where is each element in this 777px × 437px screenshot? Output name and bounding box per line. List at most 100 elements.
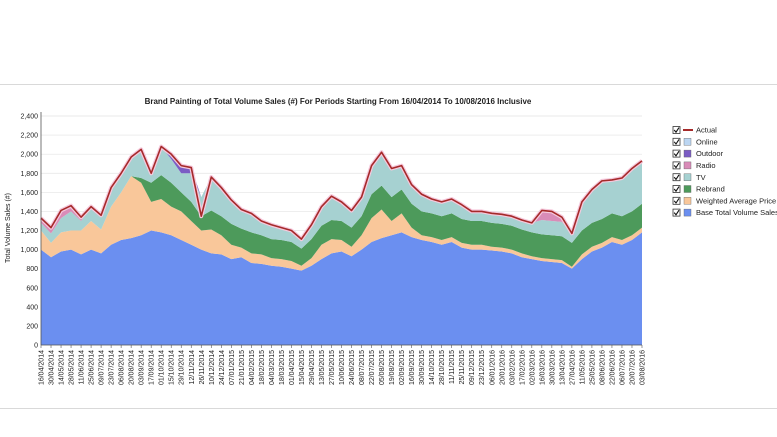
y-tick-label: 1,600 [20,190,38,197]
legend-item-weighted-average-price[interactable]: Weighted Average Price [672,196,776,205]
x-tick-label: 20/01/2016 [499,350,506,385]
x-tick-label: 03/08/2016 [640,350,647,385]
checkmark-icon [673,209,680,216]
y-axis-ticks: 0 200 400 600 800 1,000 1,200 1,400 1,600 1,800 2,… [20,114,38,350]
x-tick-label: 14/05/2014 [59,350,66,385]
legend-checkbox[interactable] [672,126,681,134]
y-tick-label: 1,400 [20,209,38,216]
x-tick-label: 30/04/2014 [49,350,56,385]
y-tick-label: 600 [26,285,38,292]
x-tick-label: 08/06/2016 [599,350,606,385]
legend-item-tv[interactable]: TV [672,173,706,182]
legend-swatch [683,138,692,146]
checkmark-icon [673,162,680,169]
legend-checkbox[interactable] [672,161,681,170]
y-tick-label: 2,200 [20,133,38,140]
y-axis-label: Total Volume Sales (#) [5,193,12,263]
x-tick-label: 01/10/2014 [159,350,166,385]
x-tick-label: 27/04/2016 [569,350,576,385]
x-tick-label: 14/10/2015 [429,350,436,385]
x-tick-label: 29/04/2015 [309,350,316,385]
x-tick-label: 07/01/2015 [229,350,236,385]
actual-line [40,145,643,240]
legend-checkbox[interactable] [672,196,681,205]
x-tick-label: 08/07/2015 [359,350,366,385]
actual-series-line [39,144,644,242]
x-tick-label: 10/12/2014 [209,350,216,385]
x-tick-label: 01/04/2015 [289,350,296,385]
x-tick-label: 03/09/2014 [139,350,146,385]
x-tick-label: 11/05/2016 [579,350,586,385]
checkmark-icon [673,198,680,204]
x-tick-label: 16/04/2014 [39,350,46,385]
x-tick-label: 22/06/2016 [609,350,616,385]
x-tick-label: 24/06/2015 [349,350,356,385]
axes [40,112,642,346]
checkmark-icon [673,186,680,193]
legend-label: TV [696,173,706,182]
x-axis-ticks: 16/04/2014 30/04/2014 14/05/2014 28/05/2014… [39,345,647,385]
legend-label: Outdoor [696,149,724,158]
y-tick-label: 1,000 [20,247,38,254]
x-tick-label: 13/04/2016 [559,350,566,385]
x-tick-label: 15/10/2014 [169,350,176,385]
x-tick-label: 30/03/2016 [549,350,556,385]
x-tick-label: 25/06/2014 [89,350,96,385]
x-tick-label: 23/12/2015 [479,350,486,385]
legend-label: Online [696,137,718,146]
y-tick-label: 800 [26,266,38,273]
x-tick-label: 20/07/2016 [629,350,636,385]
legend-item-base-total-volume-sales[interactable]: Base Total Volume Sales [672,208,777,217]
legend-item-radio[interactable]: Radio [672,161,716,170]
legend-item-rebrand[interactable]: Rebrand [672,185,725,194]
x-tick-label: 16/09/2015 [409,350,416,385]
legend-checkbox[interactable] [672,208,681,217]
stacked-areas [41,146,642,345]
x-tick-label: 18/02/2015 [259,350,266,385]
legend-checkbox[interactable] [672,149,681,158]
x-tick-label: 19/08/2015 [389,350,396,385]
x-tick-label: 29/10/2014 [179,350,186,385]
legend-item-outdoor[interactable]: Outdoor [672,149,724,158]
legend-swatch [683,208,692,217]
legend-checkbox[interactable] [672,185,681,193]
y-tick-label: 200 [26,323,38,330]
legend-item-online[interactable]: Online [672,137,718,146]
x-tick-label: 04/03/2015 [269,350,276,385]
legend-swatch [683,161,692,170]
y-tick-label: 1,800 [20,171,38,178]
legend: Actual Online Outdoor Radio TV Rebrand Weighte… [672,126,777,217]
y-tick-label: 2,000 [20,152,38,159]
bottom-divider [0,408,777,409]
top-divider [0,84,777,85]
legend-label: Weighted Average Price [696,196,776,205]
legend-swatch [683,149,692,158]
x-tick-label: 24/12/2014 [219,350,226,385]
x-tick-label: 06/08/2014 [119,350,126,385]
x-tick-label: 06/01/2016 [489,350,496,385]
checkmark-icon [673,150,680,157]
checkmark-icon [673,139,680,145]
x-tick-label: 11/11/2015 [449,350,456,384]
legend-label: Base Total Volume Sales [696,208,777,217]
legend-checkbox[interactable] [672,173,681,182]
legend-item-actual[interactable]: Actual [672,126,717,135]
x-tick-label: 23/07/2014 [109,350,116,385]
x-tick-label: 10/06/2015 [339,350,346,385]
legend-swatch [683,197,692,205]
legend-label: Actual [696,126,717,135]
x-tick-label: 20/08/2014 [129,350,136,385]
x-tick-label: 15/04/2015 [299,350,306,385]
x-tick-label: 28/05/2014 [69,350,76,385]
y-tick-label: 1,200 [20,228,38,235]
x-tick-label: 13/05/2015 [319,350,326,385]
y-tick-label: 400 [26,304,38,311]
x-tick-label: 22/07/2015 [369,350,376,385]
x-tick-label: 11/06/2014 [79,350,86,385]
legend-label: Rebrand [696,185,725,194]
legend-checkbox[interactable] [672,137,681,146]
x-tick-label: 18/03/2015 [279,350,286,385]
legend-label: Radio [696,161,716,170]
x-tick-label: 26/11/2014 [199,350,206,385]
